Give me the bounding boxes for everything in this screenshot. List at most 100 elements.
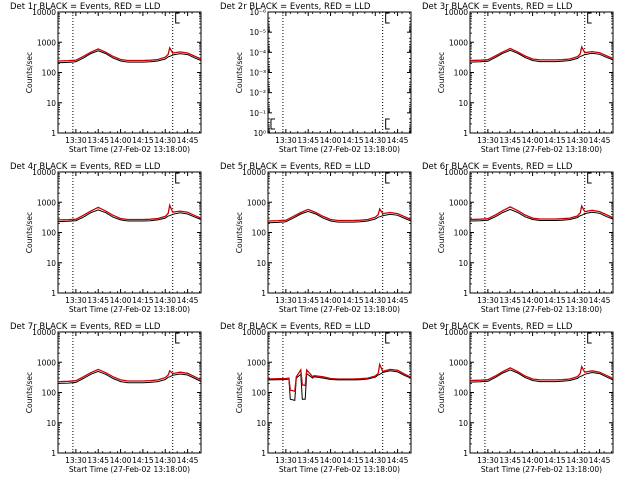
x-axis-label: Start Time (27-Feb-02 13:18:00): [69, 465, 190, 474]
y-tick-label: 100: [42, 389, 57, 398]
x-tick-label: 14:45: [177, 456, 199, 465]
x-tick-label: 13:30: [477, 456, 499, 465]
y-tick-label: 1: [261, 449, 266, 458]
detector-panel-2: Det 2r BLACK = Events, RED = LLD 10⁰ 10⁻¹ 1…: [220, 2, 412, 154]
y-tick-label: 1: [463, 449, 468, 458]
bracket-marker: [385, 12, 390, 24]
y-tick-label: 10000: [32, 168, 56, 177]
y-tick-label: 1: [51, 449, 56, 458]
y-tick-label: 1000: [247, 358, 266, 367]
detector-panel-8: Det 8r BLACK = Events, RED = LLD 1 10 100 10…: [220, 322, 412, 474]
x-axis-label: Start Time (27-Feb-02 13:18:00): [69, 305, 190, 314]
x-axis-label: Start Time (27-Feb-02 13:18:00): [481, 145, 602, 154]
series-line-lld: [57, 368, 202, 383]
y-tick-label: 1000: [449, 358, 468, 367]
x-tick-label: 14:30: [154, 296, 176, 305]
series-line-events: [469, 49, 614, 63]
series-line-lld: [267, 207, 412, 222]
panel-title: Det 2r BLACK = Events, RED = LLD: [220, 2, 371, 12]
series-line-events: [469, 208, 614, 222]
plot-frame: [267, 11, 412, 134]
x-tick-label: 14:30: [566, 136, 588, 145]
x-tick-label: 14:30: [154, 136, 176, 145]
y-tick-label: 10⁻²: [249, 89, 266, 98]
x-tick-label: 14:00: [522, 136, 544, 145]
detector-panel-6: Det 6r BLACK = Events, RED = LLD 1 10 100 10…: [422, 162, 614, 314]
y-tick-label: 10: [46, 259, 56, 268]
x-tick-label: 13:30: [477, 136, 499, 145]
x-tick-label: 14:15: [544, 456, 566, 465]
y-tick-label: 100: [454, 229, 469, 238]
x-axis-label: Start Time (27-Feb-02 13:18:00): [279, 145, 400, 154]
y-tick-label: 10: [458, 259, 468, 268]
y-tick-label: 10⁻⁶: [249, 8, 266, 17]
x-tick-label: 14:15: [544, 136, 566, 145]
x-tick-label: 14:00: [110, 136, 132, 145]
x-tick-label: 13:45: [297, 296, 319, 305]
y-tick-label: 1000: [449, 38, 468, 47]
series-line-lld: [57, 46, 202, 62]
series-line-events: [57, 209, 202, 223]
detector-panel-5: Det 5r BLACK = Events, RED = LLD 1 10 100 10…: [220, 162, 412, 314]
bracket-marker: [587, 332, 592, 344]
x-tick-label: 13:30: [65, 296, 87, 305]
y-axis-label: Counts/sec: [437, 52, 446, 93]
y-tick-label: 10: [458, 99, 468, 108]
y-tick-label: 10⁻⁵: [249, 28, 266, 37]
y-axis-label: Counts/sec: [437, 372, 446, 413]
y-tick-label: 1: [51, 129, 56, 138]
bracket-marker: [175, 172, 180, 184]
y-axis-label: Counts/sec: [25, 212, 34, 253]
x-tick-label: 14:15: [132, 296, 154, 305]
x-tick-label: 14:15: [132, 136, 154, 145]
x-tick-label: 14:45: [177, 136, 199, 145]
bracket-marker: [385, 332, 390, 344]
y-axis-label: Counts/sec: [235, 212, 244, 253]
y-tick-label: 1: [261, 289, 266, 298]
x-tick-label: 14:15: [544, 296, 566, 305]
y-tick-label: 10000: [32, 328, 56, 337]
y-tick-label: 100: [454, 389, 469, 398]
y-tick-label: 10000: [444, 328, 468, 337]
bracket-marker: [385, 118, 390, 130]
bracket-marker: [587, 172, 592, 184]
x-tick-label: 13:30: [275, 136, 297, 145]
plot-frame: [57, 11, 202, 134]
x-tick-label: 13:30: [477, 296, 499, 305]
x-tick-label: 14:00: [320, 456, 342, 465]
panel-title: Det 3r BLACK = Events, RED = LLD: [422, 2, 573, 12]
y-tick-label: 10: [46, 99, 56, 108]
y-tick-label: 100: [42, 69, 57, 78]
bracket-marker: [175, 12, 180, 24]
panel-title: Det 1r BLACK = Events, RED = LLD: [10, 2, 161, 12]
x-tick-label: 13:30: [65, 136, 87, 145]
y-tick-label: 1000: [37, 38, 56, 47]
x-tick-label: 14:45: [589, 296, 611, 305]
panel-title: Det 6r BLACK = Events, RED = LLD: [422, 162, 573, 172]
y-tick-label: 10: [256, 259, 266, 268]
y-tick-label: 10⁻³: [249, 69, 266, 78]
x-tick-label: 14:30: [566, 456, 588, 465]
plot-frame: [469, 11, 614, 134]
bracket-marker: [175, 332, 180, 344]
y-tick-label: 10000: [32, 8, 56, 17]
x-tick-label: 14:45: [387, 296, 409, 305]
series-line-events: [267, 370, 412, 402]
x-tick-label: 14:30: [154, 456, 176, 465]
panel-title: Det 5r BLACK = Events, RED = LLD: [220, 162, 371, 172]
y-tick-label: 10: [458, 419, 468, 428]
y-tick-label: 10⁰: [253, 129, 266, 138]
plot-frame: [57, 331, 202, 454]
panel-title: Det 8r BLACK = Events, RED = LLD: [220, 322, 371, 332]
y-axis-label: Counts/sec: [235, 52, 244, 93]
y-axis-label: Counts/sec: [25, 52, 34, 93]
series-line-events: [469, 369, 614, 383]
x-tick-label: 14:30: [364, 296, 386, 305]
x-tick-label: 14:45: [387, 136, 409, 145]
x-tick-label: 14:00: [320, 296, 342, 305]
plot-frame: [469, 171, 614, 294]
series-line-lld: [469, 204, 614, 221]
x-axis-label: Start Time (27-Feb-02 13:18:00): [481, 465, 602, 474]
bracket-marker: [270, 118, 275, 130]
